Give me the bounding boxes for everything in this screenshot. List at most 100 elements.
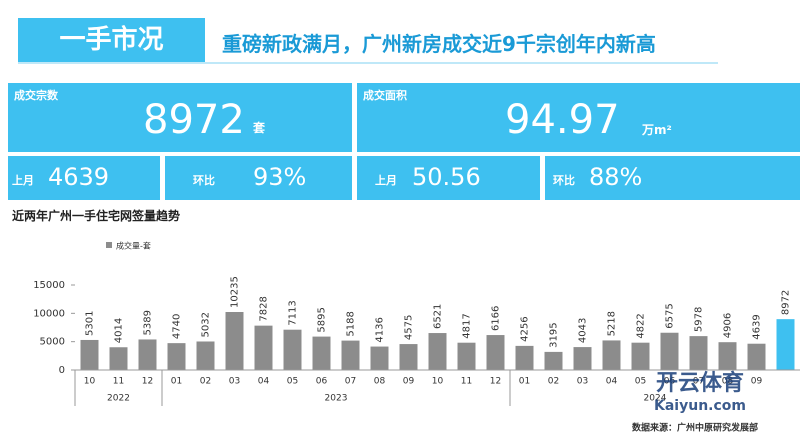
stat-value: 8972 (143, 97, 245, 143)
bar (80, 339, 99, 370)
value-label: 4136 (375, 317, 386, 342)
stat-value: 50.56 (412, 163, 481, 191)
x-tick-label: 09 (751, 377, 763, 387)
bar (109, 347, 128, 370)
y-tick-label: 10000 (33, 308, 65, 319)
value-label: 5218 (607, 311, 618, 336)
stat-label: 成交面积 (363, 89, 407, 102)
value-label: 8972 (781, 290, 792, 315)
x-tick-label: 03 (229, 377, 240, 387)
value-label: 4639 (752, 314, 763, 339)
bar (660, 332, 679, 370)
stat-value: 93% (253, 163, 307, 191)
bar (138, 339, 157, 370)
value-label: 7828 (259, 296, 270, 321)
stat-label: 环比 (553, 174, 575, 187)
x-tick-label: 03 (577, 377, 588, 387)
value-label: 4822 (636, 313, 647, 338)
stat-unit: 套 (253, 121, 266, 135)
value-label: 5301 (85, 311, 96, 336)
stat-value: 94.97 (505, 97, 620, 143)
stat-box: 环比 93% (165, 156, 352, 200)
value-label: 4817 (462, 313, 473, 338)
value-label: 5895 (317, 307, 328, 332)
x-tick-label: 10 (432, 377, 444, 387)
x-tick-label: 09 (403, 377, 415, 387)
header-tab (18, 18, 205, 62)
bar (428, 333, 447, 370)
value-label: 4014 (114, 318, 125, 343)
x-tick-label: 02 (548, 377, 559, 387)
bar (486, 335, 505, 370)
value-label: 6166 (491, 306, 502, 331)
x-tick-label: 12 (490, 377, 501, 387)
x-tick-label: 12 (142, 377, 153, 387)
bar (457, 342, 476, 370)
x-tick-label: 04 (258, 377, 270, 387)
value-label: 4256 (520, 316, 531, 341)
x-tick-label: 10 (84, 377, 96, 387)
x-tick-label: 07 (345, 377, 356, 387)
value-label: 5188 (346, 311, 357, 336)
legend-swatch (106, 242, 112, 248)
watermark-site: Kaiyun.com (654, 398, 746, 414)
x-tick-label: 05 (635, 377, 646, 387)
header-rule (18, 62, 718, 64)
bar (225, 312, 244, 370)
stat-box: 上月 50.56 (357, 156, 540, 200)
value-label: 7113 (288, 300, 299, 325)
year-label: 2024 (644, 394, 667, 404)
stat-label: 成交宗数 (14, 89, 58, 102)
stat-box: 成交宗数 8972 套 (8, 83, 352, 152)
x-tick-label: 01 (519, 377, 530, 387)
y-tick-label: 5000 (40, 337, 65, 348)
bar (283, 329, 302, 370)
value-label: 4575 (404, 315, 415, 340)
x-tick-label: 08 (722, 377, 734, 387)
value-label: 6521 (433, 304, 444, 329)
value-label: 4906 (723, 313, 734, 338)
stat-value: 88% (589, 163, 643, 191)
headline: 重磅新政满月，广州新房成交近9千宗创年内新高 (222, 32, 656, 56)
value-label: 10235 (230, 276, 241, 308)
stat-label: 环比 (193, 174, 215, 187)
bar (399, 344, 418, 370)
bar (689, 336, 708, 370)
x-tick-label: 01 (171, 377, 182, 387)
x-tick-label: 11 (113, 377, 124, 387)
x-tick-label: 04 (606, 377, 618, 387)
bar (544, 351, 563, 370)
x-tick-label: 07 (693, 377, 704, 387)
x-tick-label: 06 (664, 377, 676, 387)
x-tick-label: 11 (461, 377, 472, 387)
x-tick-label: 05 (287, 377, 298, 387)
x-tick-label: 06 (316, 377, 328, 387)
chart-title: 近两年广州一手住宅网签量趋势 (12, 209, 181, 223)
year-label: 2022 (107, 394, 130, 404)
value-label: 4740 (172, 314, 183, 339)
x-tick-label: 02 (200, 377, 211, 387)
stat-box: 环比 88% (545, 156, 800, 200)
bar (515, 345, 534, 370)
bar (341, 340, 360, 370)
y-tick-label: 15000 (33, 280, 65, 291)
x-tick-label: 08 (374, 377, 386, 387)
bar (631, 342, 650, 370)
stat-label: 上月 (375, 174, 397, 187)
bar (312, 336, 331, 370)
stat-unit: 万m² (642, 123, 672, 137)
bar (776, 319, 795, 370)
bar (370, 346, 389, 370)
bar (602, 340, 621, 370)
stat-box: 成交面积 94.97 万m² (357, 83, 800, 152)
stat-label: 上月 (12, 174, 34, 187)
year-label: 2023 (325, 394, 348, 404)
bar (196, 341, 215, 370)
legend-label: 成交量-套 (116, 241, 151, 251)
value-label: 5389 (143, 310, 154, 335)
bar (254, 325, 273, 370)
stat-box: 上月 4639 (8, 156, 160, 200)
watermark-name: 开云体育 (656, 370, 744, 396)
source: 数据来源：广州中原研究发展部 (632, 422, 758, 434)
